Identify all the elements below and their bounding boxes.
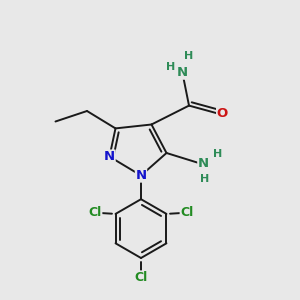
Text: O: O [217,107,228,120]
Text: Cl: Cl [88,206,102,219]
Text: N: N [198,157,209,170]
Text: H: H [184,51,194,61]
Text: Cl: Cl [134,271,148,284]
Text: N: N [177,66,188,79]
Text: H: H [213,149,222,159]
Text: N: N [135,169,147,182]
Text: H: H [166,61,175,72]
Text: Cl: Cl [180,206,194,219]
Text: H: H [200,173,209,184]
Text: N: N [104,150,115,163]
